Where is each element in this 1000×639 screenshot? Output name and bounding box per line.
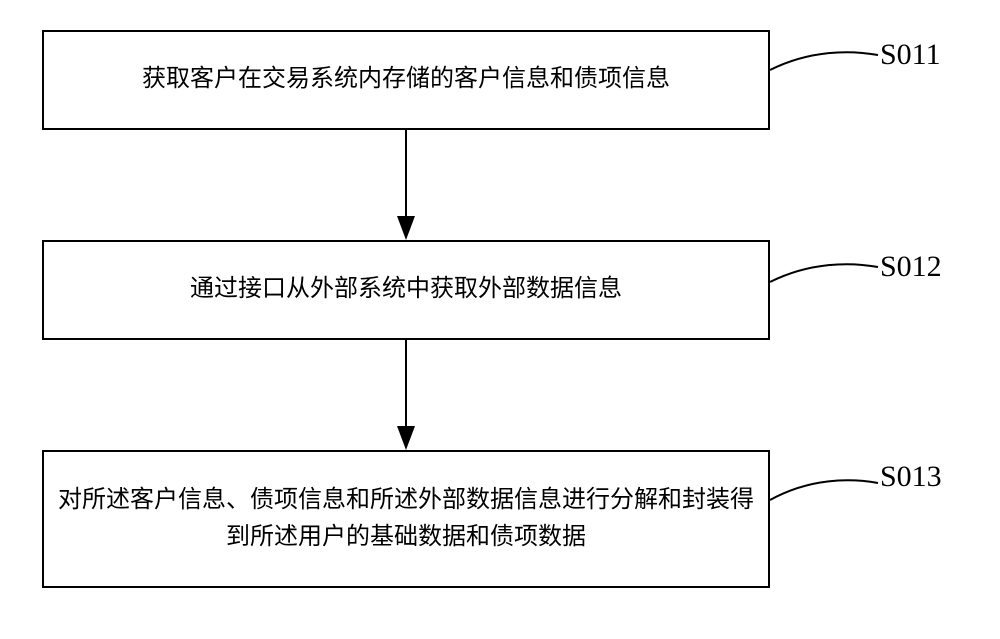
flowchart-canvas: 获取客户在交易系统内存储的客户信息和债项信息 通过接口从外部系统中获取外部数据信… [0,0,1000,639]
flow-arrow-2 [0,0,1000,639]
